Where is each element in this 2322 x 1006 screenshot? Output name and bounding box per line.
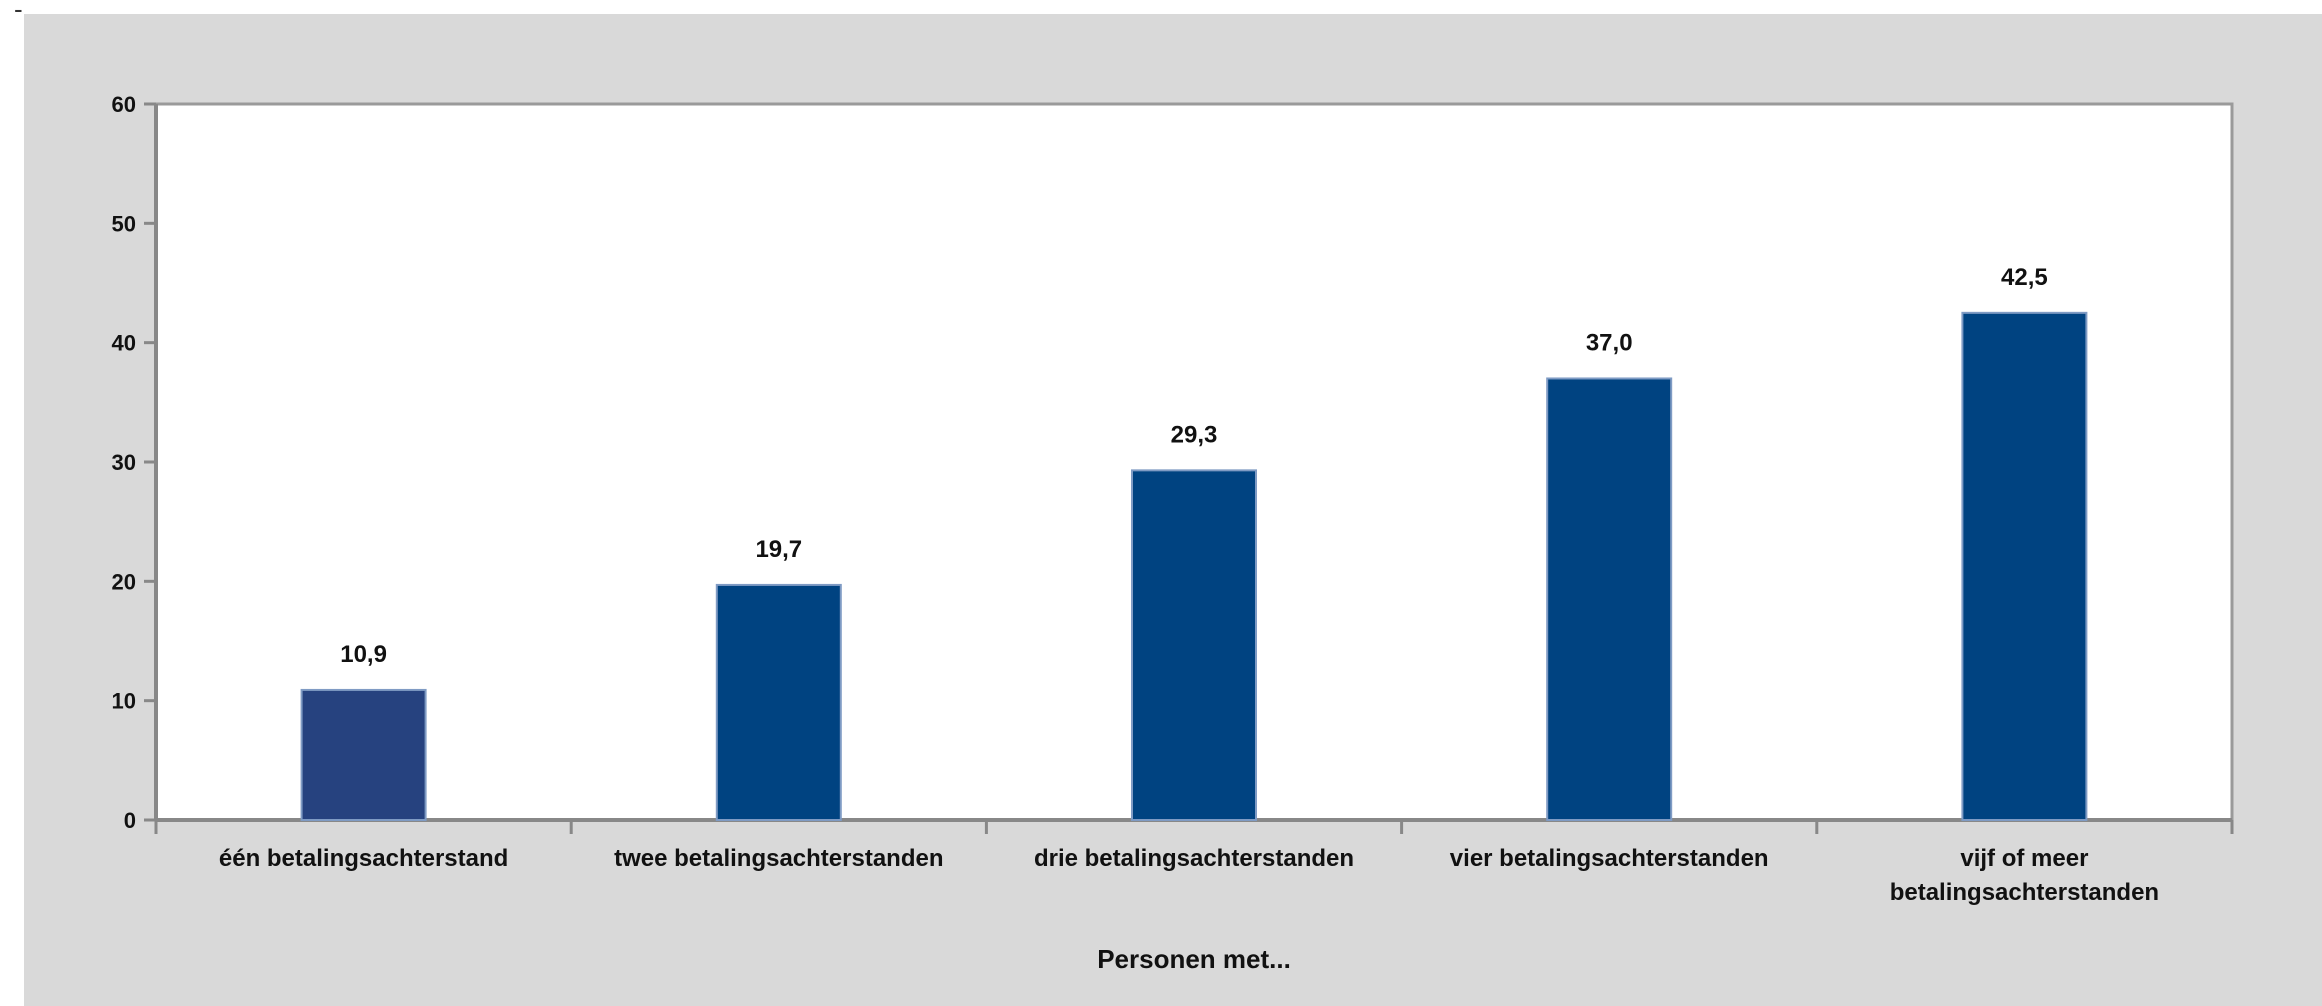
data-label: 42,5 — [2001, 264, 2048, 291]
x-axis-title: Personen met... — [1097, 944, 1291, 974]
y-tick-label: 60 — [112, 92, 136, 117]
bar — [715, 583, 842, 821]
y-tick-label: 40 — [112, 331, 136, 356]
bar — [1546, 377, 1673, 821]
y-tick-label: 10 — [112, 689, 136, 714]
y-axis: 0 10 20 30 40 50 60 — [112, 92, 158, 833]
bars — [300, 311, 2088, 822]
x-category-label: vijf of meer betalingsachterstanden — [1890, 845, 2159, 906]
bar-chart: 0 10 20 30 40 50 60 10,9 19,7 29,3 37,0 42,5 één b… — [112, 92, 2234, 974]
bar — [1961, 311, 2088, 821]
y-tick-label: 20 — [112, 569, 136, 594]
bar — [1131, 469, 1257, 821]
data-label: 37,0 — [1586, 329, 1633, 356]
stray-dash-mark: - — [14, 0, 23, 24]
bar — [300, 688, 427, 822]
y-tick-label: 0 — [124, 808, 136, 833]
data-label: 10,9 — [340, 641, 387, 668]
x-axis — [154, 818, 2234, 834]
data-labels: 10,9 19,7 29,3 37,0 42,5 — [340, 264, 2048, 668]
category-labels: één betalingsachterstand twee betalingsac… — [219, 845, 2159, 906]
x-category-label: één betalingsachterstand — [219, 845, 508, 872]
x-category-label: twee betalingsachterstanden — [614, 845, 943, 872]
x-category-label: drie betalingsachterstanden — [1034, 845, 1354, 872]
chart-panel: 0 10 20 30 40 50 60 10,9 19,7 29,3 37,0 42,5 één b… — [24, 14, 2322, 1006]
y-tick-label: 50 — [112, 211, 136, 236]
x-category-label: vier betalingsachterstanden — [1450, 845, 1769, 872]
data-label: 29,3 — [1171, 421, 1218, 448]
y-tick-label: 30 — [112, 450, 136, 475]
data-label: 19,7 — [755, 536, 802, 563]
